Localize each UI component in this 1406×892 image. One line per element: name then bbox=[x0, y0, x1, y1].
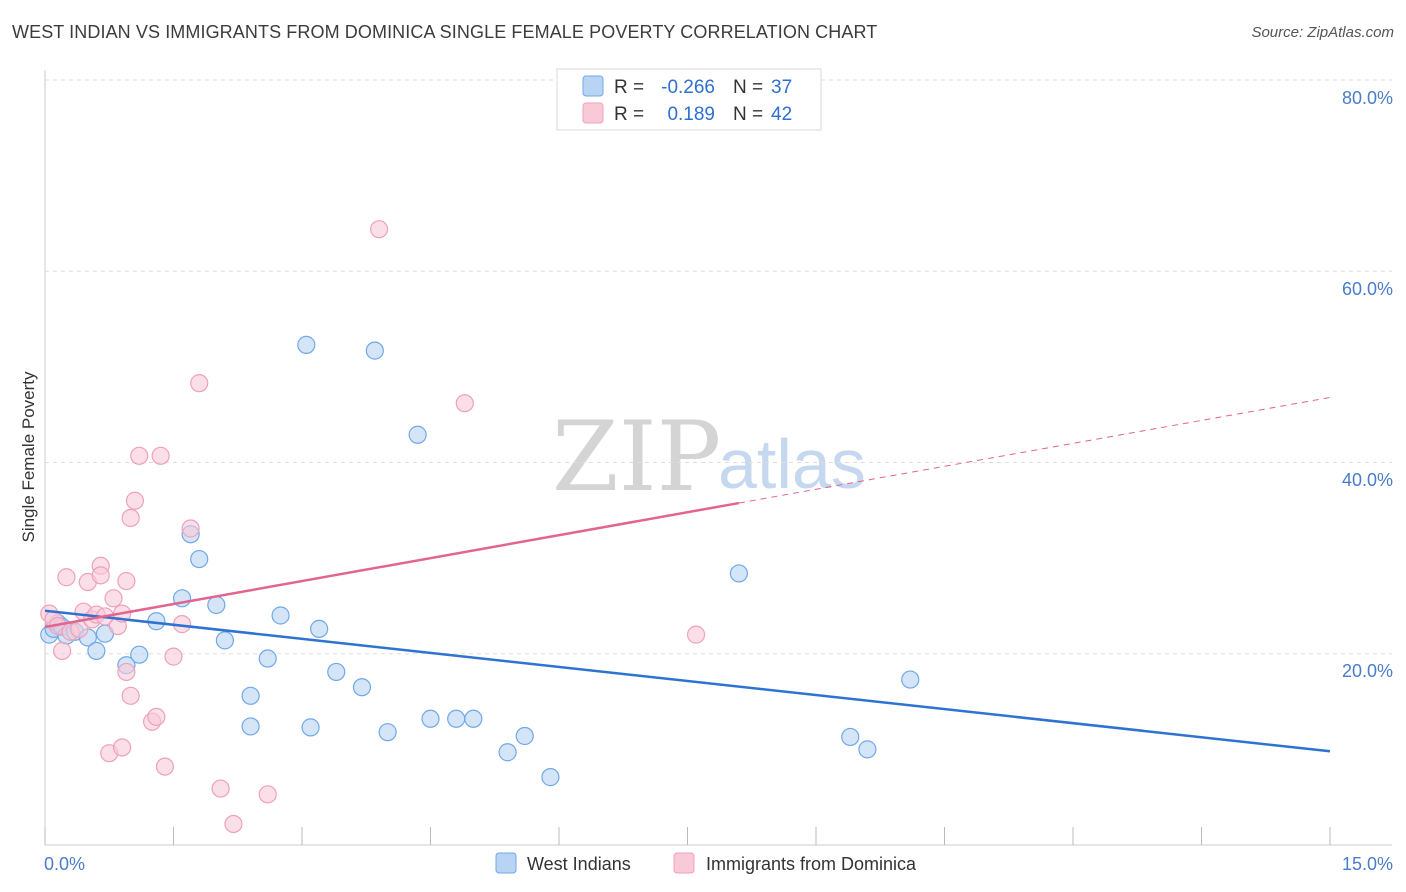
dominica-point bbox=[57, 568, 76, 587]
dominica-point bbox=[117, 571, 136, 591]
x-ticks bbox=[44, 827, 1331, 845]
y-tick-label-20: 20.0% bbox=[1342, 661, 1393, 681]
west-indians-point bbox=[271, 606, 290, 625]
west-indians-point bbox=[447, 709, 466, 728]
x-tick-label-min: 0.0% bbox=[44, 854, 85, 874]
west-indians-point bbox=[310, 619, 329, 638]
dominica-point bbox=[147, 707, 166, 726]
west-indians-point bbox=[464, 709, 483, 728]
west-indians-point bbox=[87, 641, 106, 660]
series-west-indians-points bbox=[40, 335, 920, 787]
watermark-atlas: atlas bbox=[718, 425, 866, 503]
dominica-point bbox=[190, 374, 209, 393]
west-indians-point bbox=[858, 740, 877, 759]
dominica-point bbox=[370, 220, 389, 239]
west-indians-point bbox=[241, 686, 260, 705]
west-indians-point bbox=[258, 649, 277, 668]
west-indians-point bbox=[365, 341, 384, 360]
west-indians-trend-line bbox=[44, 609, 1331, 753]
west-indians-point bbox=[421, 709, 440, 728]
dominica-trend-line-extension bbox=[738, 396, 1331, 504]
dominica-point bbox=[155, 757, 175, 776]
y-tick-label-60: 60.0% bbox=[1342, 279, 1393, 299]
west-indians-point bbox=[408, 425, 427, 444]
west-indians-point bbox=[515, 726, 534, 746]
dominica-point bbox=[130, 446, 149, 465]
source-credit: Source: ZipAtlas.com bbox=[1251, 24, 1394, 41]
west-indians-point bbox=[541, 768, 560, 787]
legend-n-value-2: 42 bbox=[771, 104, 792, 125]
west-indians-point bbox=[841, 727, 860, 747]
y-tick-label-80: 80.0% bbox=[1342, 88, 1393, 108]
legend-n-value-1: 37 bbox=[771, 77, 792, 98]
gridlines bbox=[45, 79, 1392, 655]
west-indians-point bbox=[378, 723, 397, 742]
dominica-point bbox=[117, 662, 136, 682]
chart-title: WEST INDIAN VS IMMIGRANTS FROM DOMINICA … bbox=[12, 22, 878, 42]
legend-swatch-blue bbox=[582, 75, 604, 97]
west-indians-point bbox=[301, 718, 320, 737]
dominica-point bbox=[112, 738, 132, 757]
west-indians-point bbox=[729, 564, 749, 583]
stats-legend: R = -0.266 N = 37 R = 0.189 N = 42 bbox=[556, 68, 822, 131]
bottom-legend-label-west-indians: West Indians bbox=[527, 854, 631, 874]
dominica-point bbox=[125, 491, 145, 510]
y-tick-label-40: 40.0% bbox=[1342, 470, 1393, 490]
dominica-trend-line bbox=[44, 501, 740, 629]
west-indians-point bbox=[327, 662, 346, 682]
dominica-point bbox=[121, 508, 140, 528]
series-legend: West Indians Immigrants from Dominica bbox=[495, 852, 917, 874]
dominica-point bbox=[211, 779, 230, 798]
west-indians-point bbox=[498, 743, 517, 762]
dominica-point bbox=[151, 446, 170, 465]
west-indians-point bbox=[207, 595, 226, 615]
west-indians-point bbox=[130, 645, 149, 664]
west-indians-point bbox=[352, 678, 372, 697]
legend-n-label-1: N = bbox=[733, 77, 763, 98]
dominica-point bbox=[121, 686, 140, 705]
west-indians-point bbox=[901, 670, 920, 689]
legend-swatch-pink bbox=[582, 102, 604, 124]
dominica-point bbox=[164, 647, 183, 666]
bottom-legend-label-dominica: Immigrants from Dominica bbox=[706, 854, 917, 874]
dominica-point bbox=[104, 589, 123, 608]
west-indians-point bbox=[297, 335, 316, 354]
trend-lines bbox=[44, 396, 1331, 753]
legend-r-label-1: R = bbox=[614, 77, 644, 98]
legend-r-value-2: 0.189 bbox=[667, 104, 715, 125]
west-indians-point bbox=[190, 549, 209, 569]
west-indians-point bbox=[241, 717, 260, 736]
x-tick-label-max: 15.0% bbox=[1342, 854, 1393, 874]
legend-n-label-2: N = bbox=[733, 104, 763, 125]
dominica-point bbox=[224, 814, 243, 834]
watermark-zip: ZIP bbox=[552, 401, 721, 513]
dominica-point bbox=[91, 566, 110, 585]
legend-r-value-1: -0.266 bbox=[661, 77, 715, 98]
legend-r-label-2: R = bbox=[614, 104, 644, 125]
west-indians-point bbox=[215, 631, 234, 650]
y-axis-label: Single Female Poverty bbox=[19, 371, 38, 543]
dominica-point bbox=[181, 519, 200, 538]
dominica-point bbox=[53, 641, 72, 660]
bottom-legend-swatch-blue bbox=[495, 852, 517, 874]
dominica-point bbox=[258, 785, 277, 804]
dominica-point bbox=[455, 394, 474, 413]
dominica-point bbox=[686, 625, 706, 644]
bottom-legend-swatch-pink bbox=[673, 852, 695, 874]
